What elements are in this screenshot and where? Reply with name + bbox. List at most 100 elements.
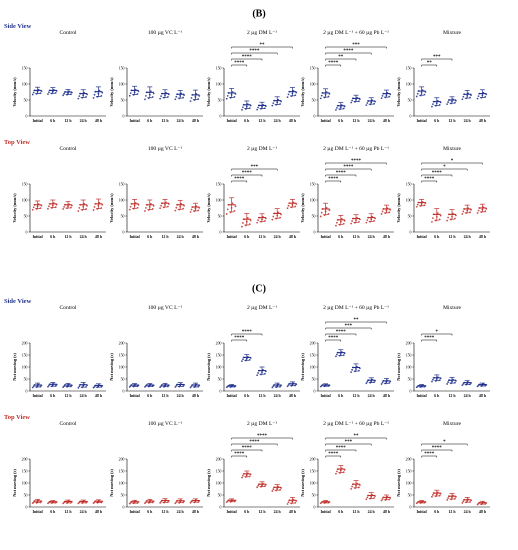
x-tick-label: 48 h bbox=[383, 235, 391, 239]
x-tick-label: 12 h bbox=[448, 235, 456, 239]
data-point bbox=[77, 97, 80, 100]
significance-bracket bbox=[231, 168, 278, 171]
data-point bbox=[92, 209, 95, 211]
significance-label: *** bbox=[345, 324, 353, 329]
x-tick-label: 6 h bbox=[244, 394, 250, 398]
x-tick-label: Initial bbox=[227, 510, 238, 514]
y-tick-label: 50 bbox=[408, 493, 412, 497]
data-point bbox=[242, 106, 244, 109]
data-point bbox=[241, 476, 243, 479]
chart-title: 2 µg DM L⁻¹ bbox=[247, 305, 277, 311]
data-point bbox=[461, 384, 464, 386]
data-point bbox=[83, 202, 86, 205]
y-axis-label: Velocity (mm/s) bbox=[206, 193, 211, 223]
data-point bbox=[241, 360, 243, 363]
data-point bbox=[47, 385, 49, 388]
data-point bbox=[256, 374, 259, 377]
data-point bbox=[47, 207, 49, 210]
significance-bracket bbox=[325, 58, 357, 61]
x-tick-label: 12 h bbox=[352, 119, 360, 123]
y-tick-label: 50 bbox=[121, 98, 125, 102]
data-point bbox=[226, 94, 229, 97]
y-tick-label: 150 bbox=[216, 66, 222, 70]
x-tick-label: 6 h bbox=[147, 510, 153, 514]
chart-title: Mixture bbox=[443, 305, 462, 311]
significance-label: **** bbox=[351, 159, 362, 164]
data-point bbox=[128, 208, 131, 211]
x-tick-label: 6 h bbox=[50, 394, 56, 398]
data-point bbox=[462, 210, 465, 213]
y-tick-label: 100 bbox=[216, 198, 222, 202]
x-tick-label: 12 h bbox=[64, 510, 72, 514]
data-point bbox=[351, 368, 354, 371]
chart-title: Control bbox=[59, 146, 77, 152]
significance-label: **** bbox=[234, 177, 245, 182]
x-tick-label: Initial bbox=[33, 119, 44, 123]
y-axis-label: Velocity (mm/s) bbox=[109, 193, 114, 223]
data-point bbox=[271, 386, 274, 389]
data-point bbox=[446, 383, 449, 385]
data-point bbox=[320, 211, 323, 214]
significance-bracket bbox=[325, 162, 387, 165]
data-point bbox=[128, 94, 131, 97]
x-tick-label: 12 h bbox=[448, 394, 456, 398]
data-point bbox=[415, 95, 418, 98]
significance-label: **** bbox=[242, 55, 253, 60]
y-tick-label: 150 bbox=[310, 469, 316, 473]
data-point bbox=[462, 95, 465, 98]
chart-title: 100 µg VC L⁻¹ bbox=[148, 305, 183, 311]
panel-label: (C) bbox=[252, 283, 266, 294]
significance-bracket bbox=[325, 443, 372, 446]
y-axis-label: Not moving (s) bbox=[300, 469, 305, 497]
chart-title: Mixture bbox=[443, 146, 462, 152]
y-tick-label: 100 bbox=[216, 365, 222, 369]
chart-title: 2 µg DM L⁻¹ + 60 µg Pb L⁻¹ bbox=[323, 305, 389, 311]
data-point bbox=[242, 222, 244, 224]
data-point bbox=[287, 204, 290, 207]
significance-label: **** bbox=[343, 165, 354, 170]
x-tick-label: 24 h bbox=[368, 394, 376, 398]
data-point bbox=[93, 206, 96, 208]
data-point bbox=[249, 219, 252, 222]
y-tick-label: 150 bbox=[406, 469, 412, 473]
data-point bbox=[286, 503, 289, 505]
data-point bbox=[190, 385, 193, 388]
significance-label: **** bbox=[234, 336, 245, 341]
data-point bbox=[477, 209, 480, 212]
data-point bbox=[101, 91, 104, 94]
chart-title: 2 µg DM L⁻¹ bbox=[247, 146, 277, 152]
data-point bbox=[416, 203, 419, 206]
x-tick-label: 12 h bbox=[352, 394, 360, 398]
data-point bbox=[189, 211, 192, 213]
x-tick-label: 12 h bbox=[161, 394, 169, 398]
data-point bbox=[381, 381, 384, 384]
chart-title: 2 µg DM L⁻¹ + 60 µg Pb L⁻¹ bbox=[323, 421, 389, 427]
data-point bbox=[246, 217, 249, 219]
data-point bbox=[160, 500, 163, 503]
significance-label: *** bbox=[433, 55, 441, 60]
y-tick-label: 0 bbox=[26, 114, 28, 118]
data-point bbox=[350, 487, 353, 490]
y-tick-label: 100 bbox=[216, 82, 222, 86]
significance-label: **** bbox=[249, 49, 260, 54]
y-tick-label: 0 bbox=[410, 505, 412, 509]
data-point bbox=[272, 215, 275, 218]
significance-bracket bbox=[231, 333, 263, 336]
data-point bbox=[477, 95, 480, 97]
data-point bbox=[454, 214, 457, 217]
x-tick-label: Initial bbox=[227, 394, 238, 398]
y-tick-label: 0 bbox=[220, 114, 222, 118]
data-point bbox=[48, 91, 50, 94]
data-point bbox=[31, 386, 34, 389]
data-point bbox=[447, 216, 450, 219]
y-tick-label: 150 bbox=[119, 469, 125, 473]
x-tick-label: 48 h bbox=[95, 510, 103, 514]
data-point bbox=[174, 98, 177, 101]
data-point bbox=[257, 372, 260, 374]
data-point bbox=[144, 98, 146, 101]
data-point bbox=[432, 378, 434, 381]
data-point bbox=[78, 385, 81, 388]
data-point bbox=[319, 215, 322, 218]
x-tick-label: 6 h bbox=[50, 119, 56, 123]
data-point bbox=[31, 208, 34, 211]
